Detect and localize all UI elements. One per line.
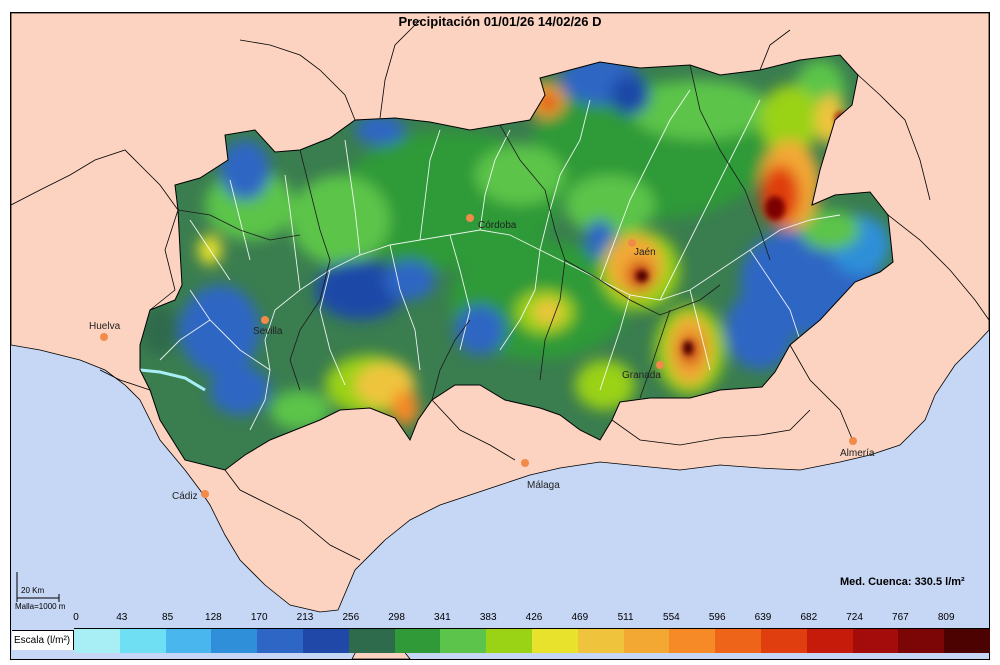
- scale-label: Escala (l/m²): [12, 630, 74, 650]
- legend-tick-label: 596: [708, 612, 726, 623]
- legend-tick-label: 767: [892, 612, 909, 623]
- legend-tick-label: 724: [846, 612, 863, 623]
- city-label: Huelva: [89, 321, 121, 332]
- basin-average: Med. Cuenca: 330.5 l/m²: [840, 576, 965, 588]
- legend-tick-label: 0: [73, 612, 79, 623]
- legend-tick-label: 43: [116, 612, 128, 623]
- legend-ticks: 0 43 85 128 170 213 256 298 341 383 426 469 511 554 59…: [73, 612, 976, 626]
- legend-tick-label: 256: [342, 612, 360, 623]
- map-title: Precipitación 01/01/26 14/02/26 D: [398, 14, 602, 29]
- city-label: Cádiz: [172, 491, 198, 502]
- legend-tick-label: 511: [617, 612, 634, 623]
- legend-swatch-5: [302, 629, 349, 653]
- legend-tick-label: 639: [754, 612, 772, 623]
- legend-swatch-9: [486, 629, 532, 653]
- legend-swatch-1: [119, 629, 166, 653]
- scale-bar: 20 Km Malla=1000 m: [15, 570, 75, 612]
- legend-color-bar: [74, 628, 990, 653]
- legend-swatch-15: [760, 629, 807, 653]
- legend-tick-label: 85: [162, 612, 174, 623]
- city-marker: [628, 239, 636, 247]
- legend-tick-label: 426: [525, 612, 543, 623]
- legend-tick-label: 213: [296, 612, 314, 623]
- legend-tick-label: 469: [571, 612, 589, 623]
- legend-swatch-14: [715, 629, 761, 653]
- legend-swatch-3: [211, 629, 258, 653]
- city-marker: [466, 214, 474, 222]
- legend-swatch-6: [348, 629, 395, 653]
- legend-swatch-16: [806, 629, 853, 653]
- legend-swatch-8: [440, 629, 487, 653]
- city-marker: [201, 490, 209, 498]
- legend-swatch-13: [669, 629, 716, 653]
- city-marker: [100, 333, 108, 341]
- legend-tick-label: 170: [250, 612, 268, 623]
- legend-swatch-11: [577, 629, 624, 653]
- legend-tick-label: 809: [937, 612, 955, 623]
- city-label: Sevilla: [253, 326, 283, 337]
- legend-swatch-4: [257, 629, 303, 653]
- city-label: Granada: [622, 370, 661, 381]
- legend-tick-label: 383: [479, 612, 497, 623]
- scale-distance: 20 Km: [21, 586, 45, 595]
- legend-swatch-10: [531, 629, 578, 653]
- legend-tick-label: 128: [205, 612, 222, 623]
- city-markers: Córdoba Jaén Sevilla Huelva Granada Málaga Alm…: [89, 214, 875, 502]
- city-label: Málaga: [527, 480, 560, 491]
- city-label: Jaén: [634, 247, 656, 258]
- legend-swatch-2: [165, 629, 212, 653]
- legend-tick-label: 341: [434, 612, 451, 623]
- scale-grid: Malla=1000 m: [15, 602, 66, 611]
- legend-swatch-18: [898, 629, 945, 653]
- legend-swatch-7: [394, 629, 441, 653]
- city-marker: [849, 437, 857, 445]
- legend-swatch-0: [74, 629, 120, 653]
- legend-tick-label: 298: [388, 612, 405, 623]
- city-marker: [521, 459, 529, 467]
- legend-tick-label: 554: [663, 612, 680, 623]
- city-marker: [656, 361, 664, 369]
- legend-swatch-17: [852, 629, 899, 653]
- legend-swatch-12: [623, 629, 670, 653]
- legend-tick-label: 682: [800, 612, 818, 623]
- city-label: Almería: [840, 448, 875, 459]
- city-marker: [261, 316, 269, 324]
- city-label: Córdoba: [478, 220, 517, 231]
- legend-swatch-19: [944, 629, 990, 653]
